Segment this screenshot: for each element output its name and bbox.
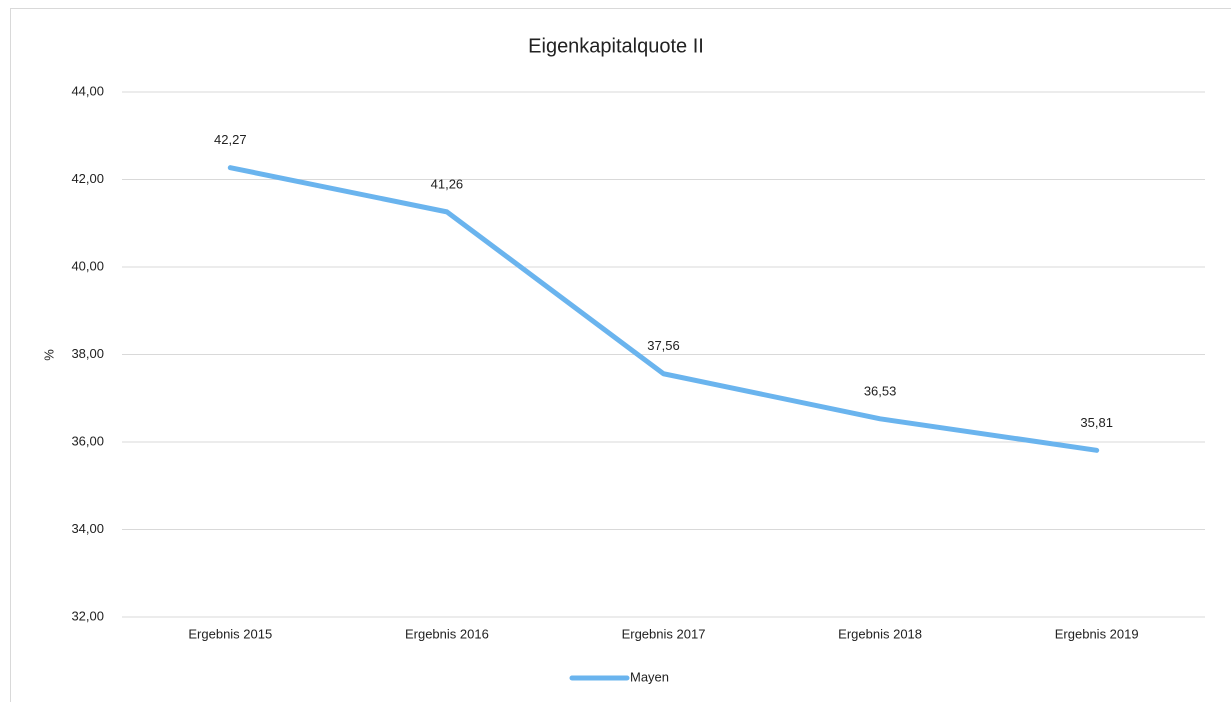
x-tick-label: Ergebnis 2016	[405, 626, 489, 641]
chart-border	[10, 8, 1231, 702]
line	[227, 165, 1100, 453]
y-tick-label: 32,00	[71, 608, 104, 623]
data-label: 42,27	[214, 132, 247, 147]
legend-label: Mayen	[630, 669, 669, 684]
data-label: 37,56	[647, 338, 680, 353]
x-tick-label: Ergebnis 2019	[1055, 626, 1139, 641]
x-tick-label: Ergebnis 2018	[838, 626, 922, 641]
data-label: 35,81	[1080, 415, 1113, 430]
y-tick-label: 42,00	[71, 171, 104, 186]
y-tick-label: 36,00	[71, 433, 104, 448]
chart-title: Eigenkapitalquote II	[528, 35, 704, 57]
y-axis-label: %	[41, 349, 56, 361]
data-label: 36,53	[864, 383, 897, 398]
x-tick-label: Ergebnis 2017	[622, 626, 706, 641]
data-label: 41,26	[431, 176, 464, 191]
y-tick-label: 44,00	[71, 83, 104, 98]
x-tick-label: Ergebnis 2015	[188, 626, 272, 641]
y-tick-label: 40,00	[71, 258, 104, 273]
y-tick-label: 34,00	[71, 521, 104, 536]
y-tick-label: 38,00	[71, 346, 104, 361]
